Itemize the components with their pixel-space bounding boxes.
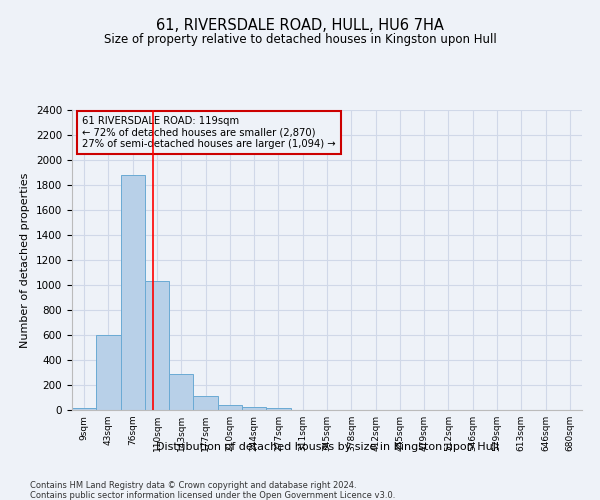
Bar [218, 405, 242, 410]
Y-axis label: Number of detached properties: Number of detached properties [20, 172, 31, 348]
Text: Contains public sector information licensed under the Open Government Licence v3: Contains public sector information licen… [30, 491, 395, 500]
Bar [266, 408, 290, 410]
Text: Size of property relative to detached houses in Kingston upon Hull: Size of property relative to detached ho… [104, 32, 496, 46]
Text: 61, RIVERSDALE ROAD, HULL, HU6 7HA: 61, RIVERSDALE ROAD, HULL, HU6 7HA [156, 18, 444, 32]
Bar [96, 335, 121, 410]
Bar [193, 396, 218, 410]
Text: Contains HM Land Registry data © Crown copyright and database right 2024.: Contains HM Land Registry data © Crown c… [30, 481, 356, 490]
Text: Distribution of detached houses by size in Kingston upon Hull: Distribution of detached houses by size … [155, 442, 499, 452]
Bar [242, 407, 266, 410]
Bar [169, 374, 193, 410]
Bar [145, 281, 169, 410]
Bar [72, 408, 96, 410]
Text: 61 RIVERSDALE ROAD: 119sqm
← 72% of detached houses are smaller (2,870)
27% of s: 61 RIVERSDALE ROAD: 119sqm ← 72% of deta… [82, 116, 336, 149]
Bar [121, 175, 145, 410]
